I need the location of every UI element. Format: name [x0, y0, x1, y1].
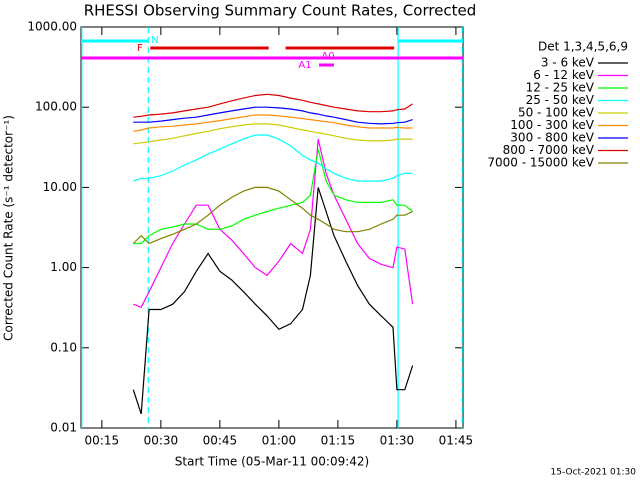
x-tick-label: 01:00 [262, 434, 297, 448]
y-tick-label: 0.01 [50, 421, 77, 435]
chart-title: RHESSI Observing Summary Count Rates, Co… [84, 2, 477, 20]
legend-label: 300 - 800 keV [510, 131, 594, 145]
series-line [133, 123, 413, 145]
flag-label: N [151, 35, 158, 46]
legend-label: 3 - 6 keV [541, 56, 595, 70]
y-tick-label: 1000.00 [27, 20, 77, 34]
y-tick-label: 10.00 [43, 180, 77, 194]
y-tick-label: 100.00 [35, 100, 77, 114]
x-tick-label: 01:45 [439, 434, 474, 448]
legend-label: 50 - 100 keV [518, 106, 595, 120]
flag-label: F [137, 43, 143, 54]
series-line [133, 138, 414, 309]
x-axis-label: Start Time (05-Mar-11 00:09:42) [175, 455, 369, 469]
legend-title: Det 1,3,4,5,6,9 [538, 40, 628, 54]
x-tick-label: 01:30 [380, 434, 415, 448]
series-line [133, 106, 413, 125]
x-tick-label: 00:30 [144, 434, 179, 448]
footer: 15-Oct-2021 01:30 [551, 468, 637, 478]
series-line [132, 186, 413, 245]
y-axis-label: Corrected Count Rate (s⁻¹ detector⁻¹) [2, 115, 16, 341]
x-tick-label: 01:15 [321, 434, 356, 448]
y-tick-label: 1.00 [50, 260, 77, 274]
legend-label: 12 - 25 keV [526, 81, 595, 95]
x-tick-label: 00:45 [203, 434, 238, 448]
flag-label: A0 [321, 51, 334, 62]
plot-frame [80, 26, 464, 429]
series-line [133, 114, 413, 132]
series-line [133, 93, 413, 118]
legend-label: 7000 - 15000 keV [487, 156, 594, 170]
legend-label: 25 - 50 keV [526, 93, 595, 107]
x-tick-label: 00:15 [85, 434, 120, 448]
legend-label: 800 - 7000 keV [503, 143, 595, 157]
series-line [132, 187, 414, 415]
series-line [133, 134, 413, 182]
legend-label: 6 - 12 keV [533, 68, 595, 82]
legend-label: 100 - 300 keV [510, 118, 594, 132]
series-line [133, 148, 413, 245]
flag-label: A1 [298, 60, 311, 71]
y-tick-label: 0.10 [50, 340, 77, 354]
